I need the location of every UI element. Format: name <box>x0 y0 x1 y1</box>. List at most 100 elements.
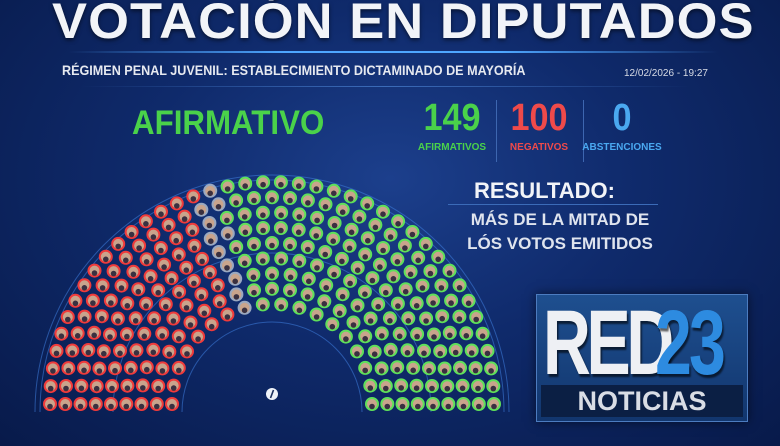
seat-portrait <box>123 257 129 264</box>
seat-portrait <box>463 333 470 339</box>
seat-portrait <box>468 350 475 356</box>
seat-portrait <box>413 303 420 309</box>
seat-portrait <box>74 333 81 339</box>
seat-portrait <box>314 265 320 271</box>
seat-portrait <box>128 231 135 238</box>
seat-portrait <box>322 251 329 258</box>
seat-portrait <box>224 265 230 271</box>
seat-portrait <box>163 303 169 310</box>
seat-portrait <box>251 289 257 296</box>
seat-portrait <box>427 270 434 277</box>
seat-portrait <box>99 285 106 291</box>
seat-portrait <box>150 234 157 240</box>
seat-portrait <box>429 385 435 392</box>
seat-portrait <box>306 278 312 285</box>
seat-portrait <box>405 318 412 324</box>
count-value: 149 <box>423 97 481 139</box>
seat-portrait <box>305 246 311 253</box>
seat-portrait <box>367 318 374 324</box>
seat-portrait <box>233 200 239 206</box>
seat-portrait <box>365 237 371 244</box>
seat-portrait <box>101 350 107 357</box>
seat-portrait <box>110 270 117 277</box>
seat-portrait <box>208 323 215 330</box>
seat-portrait <box>383 385 389 392</box>
seat-portrait <box>490 385 497 392</box>
seat-portrait <box>313 233 320 239</box>
seat-portrait <box>431 334 437 340</box>
seat-portrait <box>136 245 142 251</box>
seat-portrait <box>329 323 336 330</box>
seat-portrait <box>241 307 248 314</box>
seat-portrait <box>287 274 294 281</box>
seat-portrait <box>150 349 157 356</box>
seat-portrait <box>65 367 72 374</box>
seat-portrait <box>199 258 205 265</box>
seat-portrait <box>215 285 221 291</box>
seat-portrait <box>295 229 302 236</box>
seat-portrait <box>472 367 479 374</box>
seat-portrait <box>447 332 453 339</box>
seat-portrait <box>62 403 69 410</box>
vote-datetime: 12/02/2026 - 19:27 <box>624 68 708 79</box>
seat-portrait <box>93 403 99 410</box>
seat-portrait <box>377 264 383 270</box>
seat-portrait <box>65 316 71 323</box>
vote-verdict: AFIRMATIVO <box>132 104 325 142</box>
seat-portrait <box>473 316 480 323</box>
seat-portrait <box>390 276 397 282</box>
count-value: 0 <box>612 97 632 139</box>
seat-portrait <box>409 231 416 238</box>
seat-portrait <box>362 291 368 298</box>
seat-portrait <box>260 258 266 264</box>
hemicycle-guide-arc <box>34 174 510 413</box>
seat-portrait <box>174 203 180 209</box>
seat-portrait <box>183 267 190 274</box>
seat-portrait <box>415 257 422 264</box>
seat-portrait <box>158 247 164 254</box>
seat-portrait <box>491 403 497 410</box>
seat-portrait <box>93 385 100 392</box>
seat-portrait <box>396 333 403 340</box>
result-description: MÁS DE LA MITAD DE LÓS VOTOS EMITIDOS <box>455 208 665 256</box>
logo-tag: NOTICIAS <box>541 385 743 417</box>
seat-portrait <box>460 403 467 410</box>
seat-portrait <box>69 350 76 356</box>
seat-portrait <box>58 333 65 340</box>
seat-portrait <box>133 350 140 356</box>
seat-portrait <box>347 196 354 202</box>
seat-portrait <box>241 260 248 267</box>
seat-portrait <box>287 197 293 204</box>
count-label: AFIRMATIVOS <box>417 142 487 153</box>
seat-portrait <box>147 276 154 282</box>
seat-portrait <box>475 385 481 392</box>
seat-portrait <box>143 221 149 227</box>
seat-portrait <box>90 300 96 306</box>
seat-portrait <box>296 307 303 314</box>
seat-portrait <box>184 351 190 357</box>
seat-portrait <box>250 274 257 281</box>
page-title: VOTACIÓN EN DIPUTADOS <box>52 0 755 49</box>
seat-portrait <box>296 214 303 220</box>
seat-portrait <box>269 288 275 295</box>
seat-portrait <box>47 385 54 392</box>
seat-portrait <box>159 368 166 374</box>
seat-portrait <box>421 350 427 357</box>
seat-portrait <box>369 403 375 410</box>
seat-portrait <box>176 336 182 342</box>
seat-portrait <box>176 367 182 374</box>
seat-portrait <box>99 315 105 322</box>
seat-portrait <box>410 367 417 374</box>
seat-portrait <box>387 318 393 324</box>
divider <box>80 86 690 87</box>
seat-portrait <box>313 314 320 320</box>
seat-portrait <box>47 403 53 410</box>
seat-portrait <box>195 336 201 342</box>
seat-portrait <box>143 259 150 265</box>
seat-portrait <box>170 385 177 391</box>
seat-portrait <box>419 285 426 291</box>
seat-portrait <box>124 303 131 309</box>
seat-portrait <box>207 271 213 278</box>
seat-portrait <box>215 204 222 210</box>
count-value: 100 <box>510 97 568 139</box>
